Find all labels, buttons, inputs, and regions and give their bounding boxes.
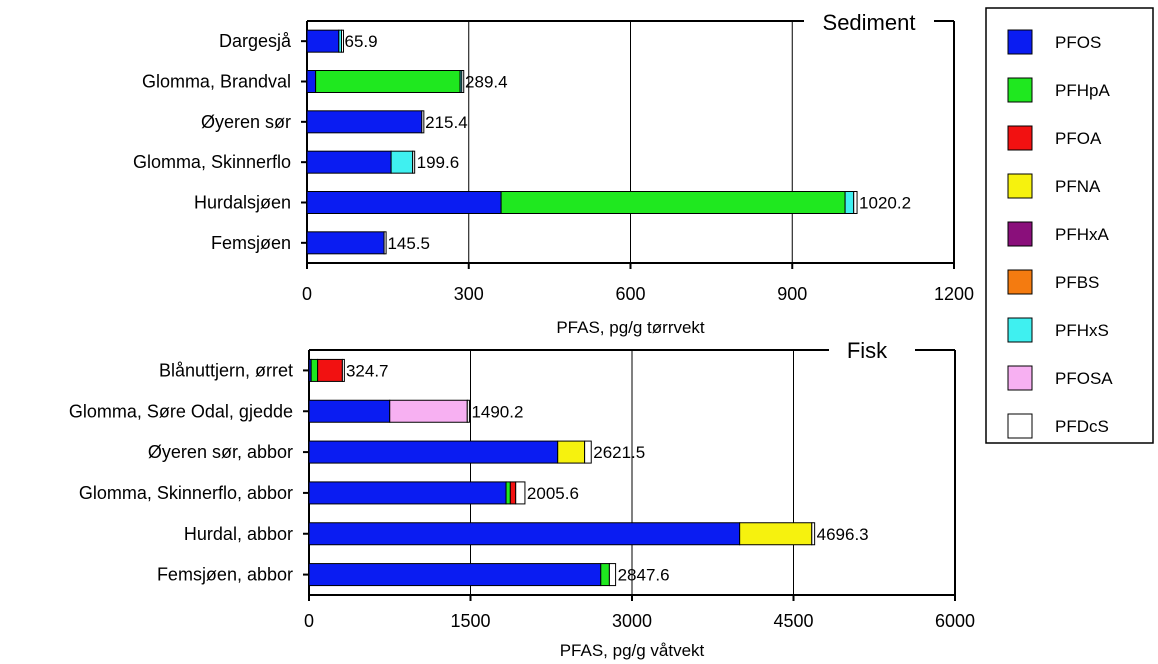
bar-segment-pfos bbox=[308, 399, 391, 423]
bar-total-label: 2005.6 bbox=[527, 484, 579, 503]
x-tick-label: 600 bbox=[615, 284, 645, 304]
bar-segment-pfna bbox=[739, 522, 813, 546]
legend: PFOS PFHpA PFOA PFNA PFHxA PFBS PFHxS PFOSA PFDc… bbox=[985, 7, 1154, 444]
bar-segment-pfos bbox=[308, 481, 507, 505]
x-tick-label: 300 bbox=[454, 284, 484, 304]
x-axis-label: PFAS, pg/g tørrvekt bbox=[556, 318, 705, 337]
bar-total-label: 2847.6 bbox=[618, 566, 670, 585]
bar-segment-pfdcs bbox=[412, 150, 416, 174]
legend-swatch-pfoa bbox=[1007, 125, 1033, 151]
x-tick-label: 4500 bbox=[773, 611, 813, 631]
bar-total-label: 324.7 bbox=[346, 361, 389, 380]
legend-swatch-pfna bbox=[1007, 173, 1033, 199]
legend-swatch-pfdcs bbox=[1007, 413, 1033, 439]
bar-segment-pfos bbox=[306, 150, 392, 174]
legend-swatch-pfhpa bbox=[1007, 77, 1033, 103]
bar-segment-pfosa bbox=[389, 399, 468, 423]
x-tick-label: 0 bbox=[302, 284, 312, 304]
category-label: Glomma, Brandval bbox=[142, 72, 291, 92]
legend-label: PFNA bbox=[1055, 177, 1101, 196]
x-tick-label: 900 bbox=[777, 284, 807, 304]
bar-segment-pfos bbox=[308, 440, 559, 464]
legend-label: PFOA bbox=[1055, 129, 1102, 148]
legend-swatch-pfosa bbox=[1007, 365, 1033, 391]
legend-label: PFHxA bbox=[1055, 225, 1110, 244]
x-tick-label: 1200 bbox=[934, 284, 974, 304]
bar-segment-pfdcs bbox=[461, 70, 465, 93]
legend-label: PFHxS bbox=[1055, 321, 1109, 340]
bar-segment-pfoa bbox=[509, 481, 517, 505]
bar-total-label: 65.9 bbox=[345, 32, 378, 51]
bar-segment-pfos bbox=[306, 70, 317, 93]
bar-segment-pfos bbox=[306, 29, 340, 53]
legend-label: PFHpA bbox=[1055, 81, 1110, 100]
bar-segment-pfdcs bbox=[608, 563, 617, 587]
category-label: Femsjøen, abbor bbox=[157, 565, 293, 585]
category-label: Dargesjå bbox=[219, 31, 292, 51]
bar-segment-pfhxs bbox=[844, 191, 855, 214]
bar-segment-pfdcs bbox=[341, 29, 345, 53]
category-label: Glomma, Skinnerflo bbox=[133, 152, 291, 172]
bar-segment-pfoa bbox=[317, 358, 343, 382]
bar-segment-pfdcs bbox=[383, 231, 387, 255]
bar-total-label: 1490.2 bbox=[471, 402, 523, 421]
panel-0: Sediment 0 300 600 900 1200 PFAS, pg/g tørrvek… bbox=[133, 10, 974, 337]
category-label: Øyeren sør, abbor bbox=[148, 442, 293, 462]
legend-label: PFOSA bbox=[1055, 369, 1113, 388]
bar-total-label: 199.6 bbox=[417, 153, 460, 172]
bar-segment-pfdcs bbox=[811, 522, 816, 546]
bar-segment-pfos bbox=[306, 231, 385, 255]
bar-total-label: 289.4 bbox=[465, 73, 508, 92]
bar-total-label: 145.5 bbox=[387, 234, 430, 253]
bar-segment-pfna bbox=[557, 440, 586, 464]
panel-title: Fisk bbox=[847, 338, 888, 363]
legend-label: PFBS bbox=[1055, 273, 1099, 292]
bar-total-label: 215.4 bbox=[425, 113, 468, 132]
x-tick-label: 6000 bbox=[935, 611, 975, 631]
category-label: Blånuttjern, ørret bbox=[159, 360, 293, 380]
bar-segment-pfdcs bbox=[853, 191, 858, 214]
bar-segment-pfos bbox=[308, 522, 741, 546]
bar-segment-pfhpa bbox=[600, 563, 610, 587]
legend-label: PFOS bbox=[1055, 33, 1101, 52]
bar-segment-pfhpa bbox=[500, 191, 846, 214]
bar-total-label: 4696.3 bbox=[817, 525, 869, 544]
x-tick-label: 1500 bbox=[450, 611, 490, 631]
bar-segment-pfos bbox=[306, 191, 502, 214]
category-label: Hurdalsjøen bbox=[194, 193, 291, 213]
bar-segment-pfdcs bbox=[515, 481, 526, 505]
legend-swatch-pfhxa bbox=[1007, 221, 1033, 247]
bar-segment-pfhpa bbox=[310, 358, 319, 382]
bar-total-label: 1020.2 bbox=[859, 194, 911, 213]
x-axis-label: PFAS, pg/g våtvekt bbox=[560, 641, 705, 660]
bar-segment-pfos bbox=[306, 110, 423, 134]
bar-segment-pfhpa bbox=[315, 70, 461, 93]
bar-total-label: 2621.5 bbox=[593, 443, 645, 462]
category-label: Glomma, Søre Odal, gjedde bbox=[69, 401, 293, 421]
category-label: Femsjøen bbox=[211, 233, 291, 253]
bar-segment-pfdcs bbox=[421, 110, 425, 134]
bar-segment-pfdcs bbox=[466, 399, 470, 423]
bar-segment-pfhpa bbox=[505, 481, 511, 505]
panel-1: Fisk 0 1500 3000 4500 6000 PFAS, pg/g våtvekt B… bbox=[69, 338, 975, 660]
legend-label: PFDcS bbox=[1055, 417, 1109, 436]
legend-swatch-pfbs bbox=[1007, 269, 1033, 295]
panel-title: Sediment bbox=[823, 10, 916, 35]
category-label: Øyeren sør bbox=[201, 112, 291, 132]
x-tick-label: 3000 bbox=[612, 611, 652, 631]
category-label: Glomma, Skinnerflo, abbor bbox=[79, 483, 293, 503]
legend-swatch-pfos bbox=[1007, 29, 1033, 55]
bar-segment-pfdcs bbox=[584, 440, 592, 464]
bar-segment-pfos bbox=[308, 563, 602, 587]
x-tick-label: 0 bbox=[304, 611, 314, 631]
legend-swatch-pfhxs bbox=[1007, 317, 1033, 343]
bar-segment-pfhxs bbox=[390, 150, 414, 174]
bar-segment-pfdcs bbox=[341, 358, 345, 382]
category-label: Hurdal, abbor bbox=[184, 524, 293, 544]
